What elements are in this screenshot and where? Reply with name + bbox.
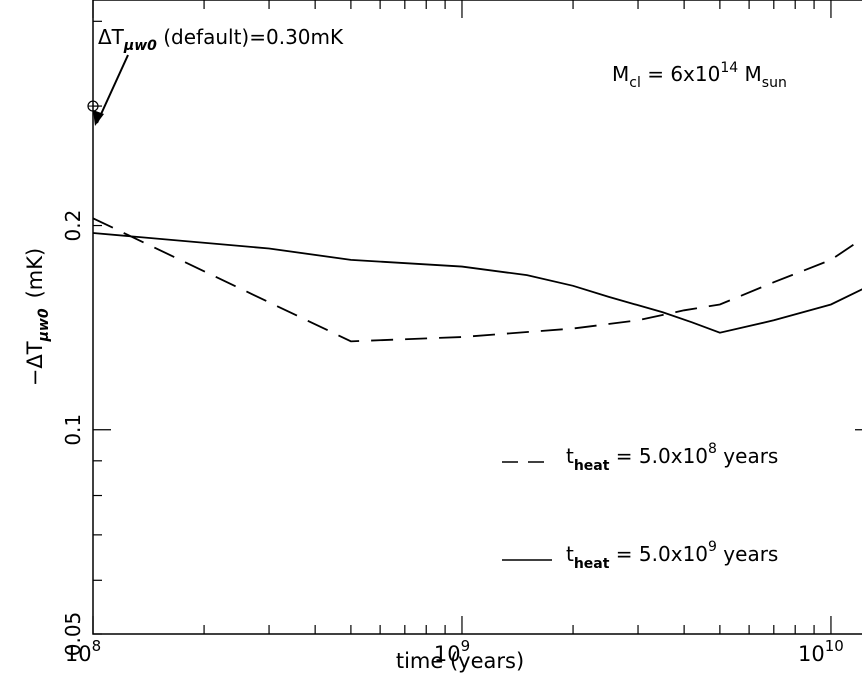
plot-frame: [92, 0, 862, 635]
x-tick-label: 1010: [798, 637, 844, 666]
y-tick-label: 0.2: [61, 210, 85, 242]
y-tick-label: 0.1: [61, 414, 85, 446]
y-tick-label-group: 0.05: [61, 612, 85, 657]
mass-label: Mcl = 6x1014 Msun: [612, 60, 787, 91]
series-layer: [92, 217, 862, 343]
default-annotation: ΔTμw0 (default)=0.30mK: [87, 25, 344, 126]
y-axis-label-unit: (mK): [23, 248, 47, 299]
legend-label-dashed: theat = 5.0x108 years: [566, 441, 778, 474]
y-tick-label-group: 0.2: [61, 210, 85, 242]
tick-labels: 108 109 1010 0.05 0.1 0.2: [61, 210, 844, 666]
annotation-arrow: [96, 54, 129, 124]
annotation-prefix: ΔT: [98, 25, 125, 49]
annotation-suffix: (default)=0.30mK: [157, 25, 344, 49]
y-axis-label: −ΔTμw0 (mK): [23, 248, 52, 386]
annotation-sub: μw0: [123, 38, 157, 54]
x-axis-label: time (years): [396, 649, 524, 673]
series-line-dashed: [92, 217, 862, 343]
x-tick-label: 109: [434, 637, 470, 666]
x-tick-label: 108: [65, 637, 101, 666]
y-axis-label-sub: μw0: [36, 308, 52, 342]
svg-text:ΔTμw0 (default)=0.30mK: ΔTμw0 (default)=0.30mK: [98, 25, 344, 54]
legend-label-solid: theat = 5.0x109 years: [566, 539, 778, 572]
legend: theat = 5.0x108 years theat = 5.0x109 ye…: [502, 441, 778, 572]
y-tick-label-group: 0.1: [61, 414, 85, 446]
y-tick-label: 0.05: [61, 612, 85, 657]
svg-text:−ΔTμw0(mK): −ΔTμw0 (mK): [23, 248, 52, 386]
y-axis-label-main: −ΔT: [23, 341, 47, 386]
annotation-arrow-head: [93, 110, 104, 126]
series-line-solid: [92, 232, 862, 334]
tick-marks: [92, 0, 862, 635]
